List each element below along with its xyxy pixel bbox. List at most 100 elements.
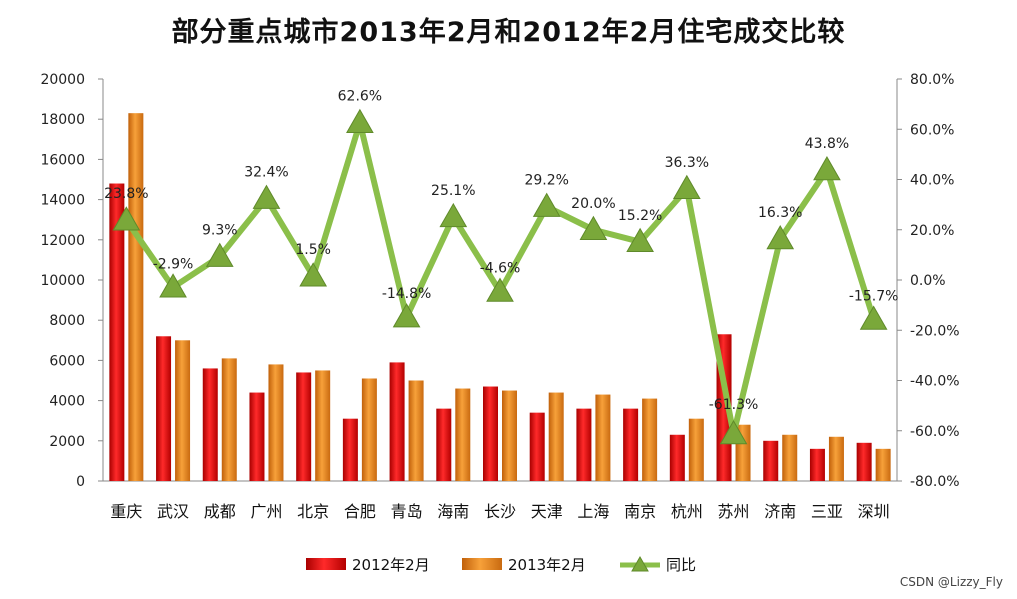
yoy-data-label: 1.5% (295, 242, 331, 258)
x-category-label: 苏州 (718, 502, 750, 521)
legend: 2012年2月 2013年2月 同比 (306, 555, 696, 574)
yoy-data-label: -14.8% (382, 286, 432, 302)
y-right-tick-label: 0.0% (910, 273, 946, 289)
y-left-tick-label: 4000 (49, 394, 85, 410)
y-right-tick-label: -20.0% (910, 323, 960, 339)
bar-2013 (502, 390, 517, 481)
watermark: CSDN @Lizzy_Fly (899, 575, 1003, 589)
yoy-data-label: 20.0% (571, 196, 615, 212)
legend-label-yoy: 同比 (666, 556, 696, 574)
bar-2013 (175, 340, 191, 481)
bar-2013 (408, 380, 424, 481)
bar-2013 (128, 113, 144, 482)
yoy-line-layer (112, 108, 888, 445)
bar-2012 (809, 448, 825, 481)
bar-2013 (782, 434, 798, 481)
yoy-marker (392, 303, 421, 328)
x-category-label: 深圳 (858, 502, 890, 521)
legend-label-2012: 2012年2月 (352, 556, 430, 574)
yoy-data-label: 62.6% (338, 89, 382, 105)
bar-2012 (576, 408, 592, 481)
y-left-tick-label: 8000 (49, 313, 85, 329)
x-category-label: 三亚 (811, 502, 843, 521)
x-category-label: 青岛 (391, 502, 423, 521)
bar-2012 (249, 392, 265, 481)
legend-swatch-2013 (462, 558, 502, 570)
yoy-data-label: 29.2% (524, 173, 568, 189)
yoy-data-label: -4.6% (480, 261, 521, 277)
x-category-label: 武汉 (157, 502, 189, 521)
yoy-data-label: 15.2% (618, 208, 662, 224)
bar-2012 (156, 336, 172, 481)
bar-2012 (763, 440, 779, 481)
y-right-tick-label: -80.0% (910, 474, 960, 490)
y-right-tick-label: 40.0% (910, 173, 954, 189)
yoy-data-label: 23.8% (104, 186, 148, 202)
x-category-label: 海南 (437, 502, 469, 521)
y-right-tick-label: 80.0% (910, 72, 954, 88)
y-right-tick-label: -60.0% (910, 424, 960, 440)
bar-2012 (202, 368, 218, 481)
bar-2013 (595, 394, 611, 481)
y-left-tick-label: 12000 (40, 233, 85, 249)
bar-2012 (342, 418, 358, 481)
data-labels-layer: 23.8% -2.9% 9.3% 32.4% 1.5% 62.6% -14.8% 25.1% -… (104, 89, 898, 413)
y-left-tick-label: 2000 (49, 434, 85, 450)
yoy-marker (205, 242, 234, 267)
legend-swatch-2012 (306, 558, 346, 570)
yoy-marker (252, 184, 281, 209)
yoy-data-label: -2.9% (153, 256, 194, 272)
yoy-marker (112, 206, 141, 231)
y-left-tick-label: 20000 (40, 72, 85, 88)
yoy-marker (766, 225, 795, 250)
yoy-marker (626, 227, 654, 253)
yoy-data-label: 9.3% (202, 223, 238, 239)
x-category-label: 济南 (764, 502, 796, 521)
bar-2012 (669, 434, 685, 481)
y-right-tick-label: 60.0% (910, 122, 954, 138)
yoy-data-label: 16.3% (758, 205, 802, 221)
bar-2013 (455, 388, 471, 481)
x-category-label: 北京 (297, 502, 329, 521)
yoy-marker (159, 273, 187, 298)
yoy-data-label: -61.3% (709, 397, 759, 413)
bar-2013 (548, 392, 564, 481)
yoy-marker (439, 202, 468, 228)
x-category-label: 重庆 (110, 502, 142, 521)
x-category-label: 广州 (250, 502, 282, 521)
bar-2012 (623, 408, 639, 481)
bar-2013 (688, 418, 704, 481)
y-left-tick-label: 18000 (40, 112, 85, 128)
x-category-label: 合肥 (344, 502, 376, 521)
bar-2012 (856, 442, 872, 481)
bar-2013 (642, 398, 658, 481)
yoy-marker (859, 305, 888, 330)
bar-2013 (361, 378, 377, 481)
y-left-tick-label: 14000 (40, 193, 85, 209)
yoy-marker (579, 215, 608, 240)
chart-title: 部分重点城市2013年2月和2012年2月住宅成交比较 (171, 17, 846, 48)
x-category-label: 天津 (531, 502, 563, 521)
yoy-marker (672, 174, 701, 200)
y-left-tick-label: 0 (76, 474, 85, 490)
bar-2013 (315, 370, 331, 481)
yoy-data-label: 43.8% (805, 136, 849, 152)
legend-swatch-yoy-marker (631, 555, 649, 572)
yoy-marker (719, 420, 748, 445)
bar-2012 (436, 408, 452, 481)
yoy-data-label: 32.4% (244, 165, 288, 181)
bars-layer (109, 113, 891, 482)
yoy-marker (346, 108, 374, 133)
legend-label-2013: 2013年2月 (508, 556, 586, 574)
bar-2012 (296, 372, 312, 481)
bar-2013 (828, 436, 844, 481)
x-category-label: 长沙 (484, 502, 516, 521)
yoy-data-label: 36.3% (665, 155, 709, 171)
x-category-label: 上海 (577, 502, 609, 521)
yoy-marker (532, 192, 561, 217)
x-category-label: 杭州 (671, 502, 703, 521)
y-left-tick-label: 6000 (49, 353, 85, 369)
y-left-tick-label: 16000 (40, 152, 85, 168)
y-right-tick-label: -40.0% (910, 374, 960, 390)
yoy-marker (486, 277, 514, 302)
